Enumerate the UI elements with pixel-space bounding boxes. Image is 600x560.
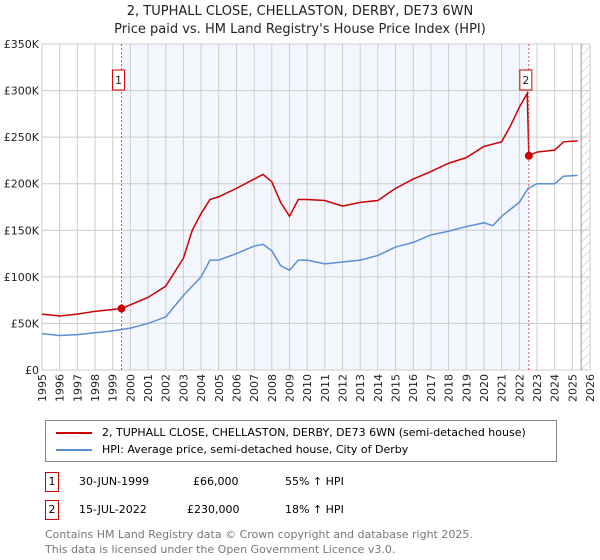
x-tick-label: 2007 xyxy=(248,374,261,402)
sale-label: 2 xyxy=(522,74,529,87)
x-tick-label: 2023 xyxy=(531,374,544,402)
sale-row: 1 30-JUN-1999 £66,000 55% ↑ HPI xyxy=(45,472,445,492)
footer-license: This data is licensed under the Open Gov… xyxy=(45,543,396,556)
x-tick-label: 2012 xyxy=(337,374,350,402)
sale-label-box xyxy=(112,69,126,91)
x-tick-label: 2019 xyxy=(460,374,473,402)
x-tick-label: 2022 xyxy=(513,374,526,402)
x-tick-label: 1997 xyxy=(71,374,84,402)
y-tick-label: £350K xyxy=(4,38,40,51)
sale-marker-box: 1 xyxy=(45,472,59,492)
y-tick-label: £200K xyxy=(4,178,40,191)
legend: 2, TUPHALL CLOSE, CHELLASTON, DERBY, DE7… xyxy=(45,420,557,462)
x-tick-label: 2015 xyxy=(390,374,403,402)
chart-title: 2, TUPHALL CLOSE, CHELLASTON, DERBY, DE7… xyxy=(126,4,474,19)
sale-point xyxy=(117,304,126,313)
x-tick-label: 1998 xyxy=(89,374,102,402)
y-tick-label: £150K xyxy=(4,224,40,237)
x-tick-label: 2005 xyxy=(213,374,226,402)
x-tick-label: 2003 xyxy=(177,374,190,402)
sale-marker-box: 2 xyxy=(45,500,59,520)
x-tick-label: 2004 xyxy=(195,374,208,402)
y-tick-label: £300K xyxy=(4,85,40,98)
x-tick-label: 2011 xyxy=(319,374,332,402)
footer-copyright: Contains HM Land Registry data © Crown c… xyxy=(45,528,473,541)
y-tick-label: £250K xyxy=(4,131,40,144)
legend-swatch-blue xyxy=(56,448,92,451)
legend-label-hpi: HPI: Average price, semi-detached house,… xyxy=(102,443,409,456)
sale-price: £230,000 xyxy=(187,503,240,516)
sale-label-box xyxy=(519,69,533,91)
x-tick-label: 2021 xyxy=(496,374,509,402)
x-tick-label: 1999 xyxy=(107,374,120,402)
x-tick-label: 2025 xyxy=(566,374,579,402)
x-tick-label: 2020 xyxy=(478,374,491,402)
series-line-property xyxy=(41,90,578,317)
x-tick-label: 2014 xyxy=(372,374,385,402)
plot-area: 1995 1996 1997 1998 1999 2000 2001 2002 2003 2004… xyxy=(4,38,597,402)
chart-subtitle: Price paid vs. HM Land Registry's House … xyxy=(114,22,486,37)
x-tick-label: 1996 xyxy=(54,374,67,402)
x-tick-label: 2024 xyxy=(549,374,562,402)
x-tick-label: 2001 xyxy=(142,374,155,402)
sale-point xyxy=(524,151,533,160)
y-tick-label: £0 xyxy=(25,364,39,377)
x-tick-label: 2016 xyxy=(407,374,420,402)
x-tick-label: 2017 xyxy=(425,374,438,402)
sale-label: 1 xyxy=(115,74,122,87)
y-tick-label: £50K xyxy=(11,317,40,330)
sale-row: 2 15-JUL-2022 £230,000 18% ↑ HPI xyxy=(45,500,445,520)
x-tick-label: 2000 xyxy=(124,374,137,402)
y-tick-label: £100K xyxy=(4,271,40,284)
sale-date: 30-JUN-1999 xyxy=(79,475,150,488)
legend-label-property: 2, TUPHALL CLOSE, CHELLASTON, DERBY, DE7… xyxy=(102,426,526,439)
x-tick-label: 2010 xyxy=(301,374,314,402)
sale-hpi: 18% ↑ HPI xyxy=(285,503,344,516)
x-tick-label: 2026 xyxy=(584,374,597,402)
sale-date: 15-JUL-2022 xyxy=(79,503,147,516)
sale-price: £66,000 xyxy=(193,475,239,488)
x-tick-label: 2006 xyxy=(230,374,243,402)
x-tick-label: 2008 xyxy=(266,374,279,402)
legend-swatch-red xyxy=(56,431,92,434)
x-tick-label: 2002 xyxy=(160,374,173,402)
sale-hpi: 55% ↑ HPI xyxy=(285,475,344,488)
series-line-hpi xyxy=(41,174,578,337)
future-hatch xyxy=(581,44,590,370)
x-tick-label: 2009 xyxy=(283,374,296,402)
x-tick-label: 2018 xyxy=(443,374,456,402)
x-tick-label: 2013 xyxy=(354,374,367,402)
x-tick-label: 1995 xyxy=(36,374,49,402)
